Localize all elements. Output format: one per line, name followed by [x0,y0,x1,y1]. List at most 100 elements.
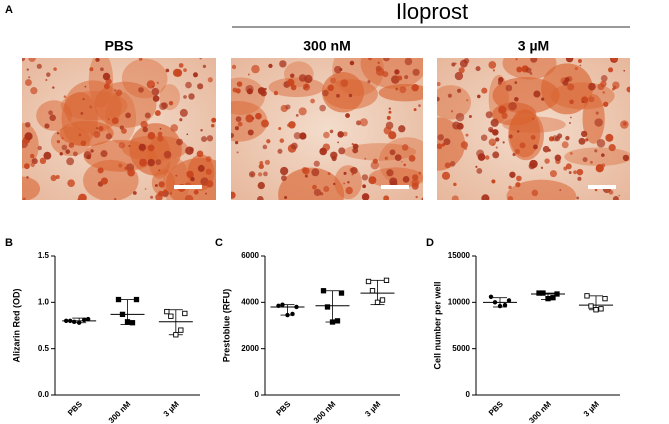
stain-dot [370,160,380,170]
stain-dot [349,60,355,66]
stain-dot [312,184,317,190]
y-axis-label: Prestoblue (RFU) [221,289,231,363]
stain-dot [183,95,187,99]
stain-dot [49,114,56,122]
stain-dot [514,96,519,102]
point [168,313,174,319]
stain-dot [549,170,557,178]
stain-dot [542,145,550,153]
x-tick-label: 300 nM [107,399,133,424]
stain-dot [142,164,145,167]
stain-dot [205,168,212,175]
stain-dot [190,176,195,182]
point [173,332,179,338]
stain-dot [418,171,422,175]
point [276,303,281,309]
stain-dot [179,108,188,117]
stain-dot [105,133,112,140]
point [182,310,188,317]
stain-dot [202,64,207,69]
stain-dot [488,138,497,146]
stain-dot [161,190,169,198]
stain-dot [91,133,93,136]
stain-dot [163,189,168,193]
stain-dot [384,156,388,160]
stain-dot [179,118,183,122]
stain-dot [56,132,60,135]
stain-dot [178,63,184,68]
x-tick-label: 3 µM [363,399,382,418]
stain-dot [235,116,242,123]
stain-dot [248,171,256,178]
stain-dot [337,131,344,138]
stain-dot [277,148,283,154]
stain-dot [168,100,174,106]
stain-dot [302,83,311,91]
stain-dot [565,58,574,63]
stain-dot [408,154,416,162]
scale-bar [588,185,616,189]
stain-dot [565,135,570,141]
point [554,291,560,297]
stain-dot [90,149,94,153]
stain-dot [541,97,545,101]
stain-dot [595,111,599,115]
stain-dot [608,144,616,152]
stain-dot [31,158,38,165]
point [334,318,341,324]
stain-dot [618,194,621,197]
stain-dot [258,163,264,170]
stain-dot [185,146,194,155]
stain-dot [63,95,67,98]
stain-dot [111,117,119,125]
stain-dot [577,176,582,181]
y-tick-label: 10000 [448,297,471,306]
stain-dot [404,75,409,79]
stain-dot [319,104,326,112]
stain-patch [582,94,605,144]
stain-dot [290,84,297,91]
stain-dot [466,99,469,102]
stain-dot [540,166,544,170]
stain-dot [284,195,288,199]
stain-dot [67,179,75,188]
stain-dot [490,118,499,127]
point [383,277,390,283]
stain-dot [468,114,472,118]
stain-dot [26,176,29,179]
stain-dot [437,96,440,102]
stain-dot [200,129,203,132]
stain-dot [44,123,50,129]
stain-dot [118,141,126,149]
panel-label: D [426,237,434,249]
stain-dot [260,90,267,97]
stain-dot [345,186,353,195]
stain-dot [348,93,353,98]
stain-dot [205,192,208,195]
stain-dot [304,174,308,178]
point [63,318,69,324]
stain-dot [516,66,523,73]
stain-dot [257,181,265,190]
stain-patch [368,167,423,188]
stain-patch [437,117,466,171]
stain-dot [611,58,619,62]
stain-dot [594,188,598,192]
stain-dot [403,163,406,167]
y-tick-label: 0.5 [38,344,50,353]
stain-dot [290,142,298,150]
stain-dot [412,68,420,76]
stain-dot [61,137,64,140]
stain-dot [211,117,216,123]
micrograph [231,58,423,200]
stain-dot [97,167,104,174]
stain-dot [247,129,254,136]
stain-dot [278,126,282,131]
stain-dot [554,154,562,162]
stain-dot [280,166,289,176]
stain-dot [443,138,451,146]
stain-dot [234,126,239,131]
stain-dot [528,162,536,170]
stain-dot [449,160,456,167]
stain-dot [140,159,144,162]
